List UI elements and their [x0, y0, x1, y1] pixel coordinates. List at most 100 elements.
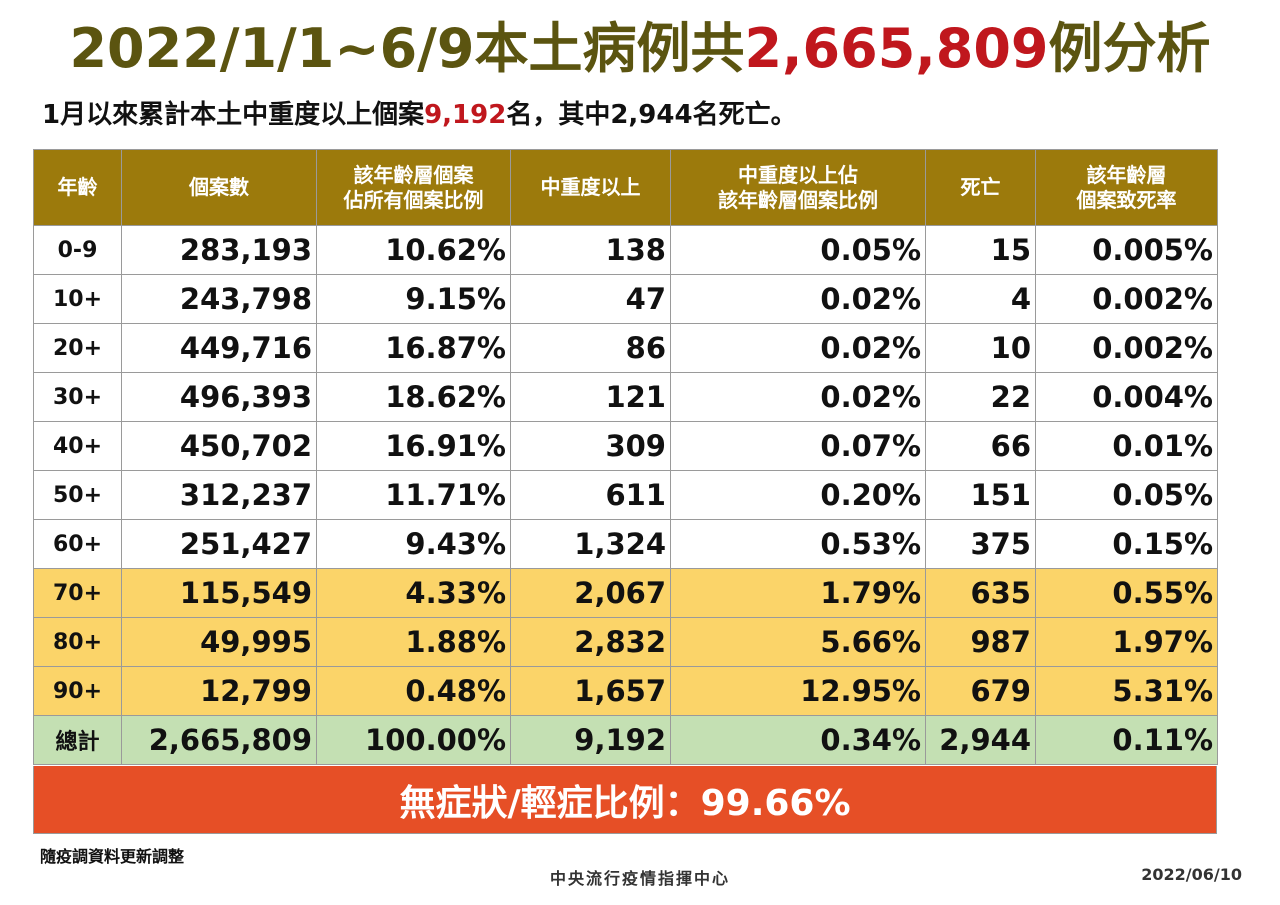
- page-title: 2022/1/1~6/9本土病例共2,665,809例分析: [0, 22, 1280, 76]
- cell-severe: 2,832: [510, 617, 671, 667]
- cell-age: 0-9: [33, 225, 122, 275]
- table-row: 30+ 496,393 18.62% 121 0.02% 22 0.004%: [33, 372, 1218, 422]
- table-header-row: 年齡 個案數 該年齡層個案 佔所有個案比例 中重度以上 中重度以上佔 該年齡層個案比…: [33, 149, 1218, 226]
- cell-severe: 47: [510, 274, 671, 324]
- cell-fatality-rate: 0.002%: [1035, 323, 1218, 373]
- cell-age: 80+: [33, 617, 122, 667]
- cell-severe-rate: 0.02%: [670, 372, 926, 422]
- cell-cases: 2,665,809: [121, 715, 317, 765]
- cell-deaths: 635: [925, 568, 1036, 618]
- cell-cases: 115,549: [121, 568, 317, 618]
- cell-deaths: 2,944: [925, 715, 1036, 765]
- cell-fatality-rate: 0.005%: [1035, 225, 1218, 275]
- cell-fatality-rate: 1.97%: [1035, 617, 1218, 667]
- table-row: 70+ 115,549 4.33% 2,067 1.79% 635 0.55%: [33, 568, 1218, 618]
- title-total-cases: 2,665,809: [744, 17, 1049, 80]
- subtitle-severe-count: 9,192: [424, 100, 507, 130]
- table-row: 20+ 449,716 16.87% 86 0.02% 10 0.002%: [33, 323, 1218, 373]
- page-subtitle: 1月以來累計本土中重度以上個案9,192名，其中2,944名死亡。: [42, 102, 797, 128]
- cell-severe: 1,657: [510, 666, 671, 716]
- cell-deaths: 10: [925, 323, 1036, 373]
- table-row: 10+ 243,798 9.15% 47 0.02% 4 0.002%: [33, 274, 1218, 324]
- cell-case-share: 16.87%: [316, 323, 511, 373]
- cell-case-share: 1.88%: [316, 617, 511, 667]
- cell-fatality-rate: 0.15%: [1035, 519, 1218, 569]
- cell-severe-rate: 0.53%: [670, 519, 926, 569]
- subtitle-prefix: 1月以來累計本土中重度以上個案: [42, 100, 425, 130]
- cell-age: 70+: [33, 568, 122, 618]
- cell-fatality-rate: 0.004%: [1035, 372, 1218, 422]
- table-row: 50+ 312,237 11.71% 611 0.20% 151 0.05%: [33, 470, 1218, 520]
- cell-severe: 121: [510, 372, 671, 422]
- cell-age: 90+: [33, 666, 122, 716]
- table-total-row: 總計 2,665,809 100.00% 9,192 0.34% 2,944 0…: [33, 715, 1218, 765]
- header-severe: 中重度以上: [510, 149, 671, 226]
- title-prefix: 2022/1/1~6/9本土病例共: [69, 17, 745, 80]
- cell-deaths: 66: [925, 421, 1036, 471]
- subtitle-suffix: 名，其中2,944名死亡。: [506, 100, 797, 130]
- cell-case-share: 100.00%: [316, 715, 511, 765]
- age-breakdown-table: 年齡 個案數 該年齡層個案 佔所有個案比例 中重度以上 中重度以上佔 該年齡層個案比…: [33, 149, 1218, 765]
- cell-cases: 496,393: [121, 372, 317, 422]
- cell-severe-rate: 1.79%: [670, 568, 926, 618]
- cell-deaths: 15: [925, 225, 1036, 275]
- cell-age: 40+: [33, 421, 122, 471]
- cell-deaths: 22: [925, 372, 1036, 422]
- cell-severe-rate: 0.07%: [670, 421, 926, 471]
- cell-severe-rate: 0.20%: [670, 470, 926, 520]
- cell-cases: 243,798: [121, 274, 317, 324]
- data-update-note: 隨疫調資料更新調整: [40, 847, 185, 866]
- cell-deaths: 987: [925, 617, 1036, 667]
- table-row: 0-9 283,193 10.62% 138 0.05% 15 0.005%: [33, 225, 1218, 275]
- cell-severe: 86: [510, 323, 671, 373]
- cell-severe-rate: 12.95%: [670, 666, 926, 716]
- cell-case-share: 9.15%: [316, 274, 511, 324]
- cell-case-share: 11.71%: [316, 470, 511, 520]
- cell-severe-rate: 0.05%: [670, 225, 926, 275]
- footer-date: 2022/06/10: [1141, 865, 1242, 884]
- cell-case-share: 9.43%: [316, 519, 511, 569]
- header-case-share: 該年齡層個案 佔所有個案比例: [316, 149, 511, 226]
- cell-case-share: 4.33%: [316, 568, 511, 618]
- header-age: 年齡: [33, 149, 122, 226]
- cell-severe-rate: 5.66%: [670, 617, 926, 667]
- table-row: 60+ 251,427 9.43% 1,324 0.53% 375 0.15%: [33, 519, 1218, 569]
- cell-age: 10+: [33, 274, 122, 324]
- cell-case-share: 16.91%: [316, 421, 511, 471]
- cell-case-share: 18.62%: [316, 372, 511, 422]
- cell-severe-rate: 0.02%: [670, 274, 926, 324]
- cell-fatality-rate: 0.01%: [1035, 421, 1218, 471]
- cell-age: 30+: [33, 372, 122, 422]
- table-row: 80+ 49,995 1.88% 2,832 5.66% 987 1.97%: [33, 617, 1218, 667]
- cell-severe-rate: 0.34%: [670, 715, 926, 765]
- cell-severe: 611: [510, 470, 671, 520]
- cell-cases: 12,799: [121, 666, 317, 716]
- cell-cases: 49,995: [121, 617, 317, 667]
- cell-deaths: 4: [925, 274, 1036, 324]
- cell-severe: 138: [510, 225, 671, 275]
- cell-fatality-rate: 5.31%: [1035, 666, 1218, 716]
- cell-cases: 251,427: [121, 519, 317, 569]
- cell-deaths: 375: [925, 519, 1036, 569]
- cell-case-share: 0.48%: [316, 666, 511, 716]
- cell-severe: 2,067: [510, 568, 671, 618]
- cell-age: 總計: [33, 715, 122, 765]
- cell-fatality-rate: 0.05%: [1035, 470, 1218, 520]
- cell-age: 20+: [33, 323, 122, 373]
- cell-deaths: 679: [925, 666, 1036, 716]
- cell-cases: 283,193: [121, 225, 317, 275]
- cell-deaths: 151: [925, 470, 1036, 520]
- footer-organization: 中央流行疫情指揮中心: [549, 869, 730, 888]
- cell-age: 60+: [33, 519, 122, 569]
- header-fatality-rate: 該年齡層 個案致死率: [1035, 149, 1218, 226]
- cell-fatality-rate: 0.55%: [1035, 568, 1218, 618]
- cell-severe-rate: 0.02%: [670, 323, 926, 373]
- table-row: 90+ 12,799 0.48% 1,657 12.95% 679 5.31%: [33, 666, 1218, 716]
- cell-severe: 9,192: [510, 715, 671, 765]
- cell-cases: 450,702: [121, 421, 317, 471]
- cell-cases: 449,716: [121, 323, 317, 373]
- title-suffix: 例分析: [1048, 17, 1211, 80]
- cell-severe: 309: [510, 421, 671, 471]
- cell-fatality-rate: 0.002%: [1035, 274, 1218, 324]
- header-severe-rate: 中重度以上佔 該年齡層個案比例: [670, 149, 926, 226]
